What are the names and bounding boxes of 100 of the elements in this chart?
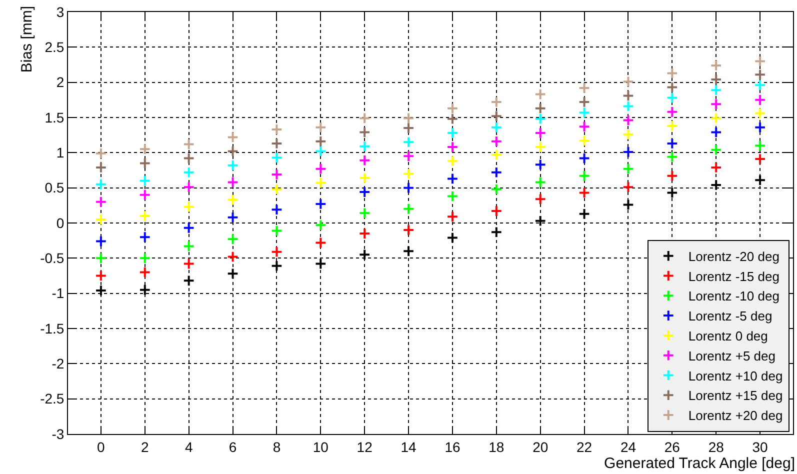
point <box>226 268 239 280</box>
point <box>578 134 590 147</box>
point <box>754 121 766 134</box>
point <box>95 147 107 160</box>
legend-label: Lorentz +10 deg <box>688 368 783 384</box>
x-tick-label: 28 <box>708 438 724 455</box>
point <box>710 74 722 86</box>
y-tick-label: -1 <box>52 285 64 302</box>
point <box>710 60 722 72</box>
legend-label: Lorentz +15 deg <box>688 388 783 404</box>
point <box>578 120 590 133</box>
point <box>622 162 634 175</box>
point <box>314 162 327 175</box>
point <box>622 90 634 102</box>
point <box>270 168 283 180</box>
point <box>358 112 370 124</box>
point <box>446 172 458 185</box>
point <box>754 55 766 68</box>
point <box>666 170 678 182</box>
legend-label: Lorentz +5 deg <box>688 348 776 364</box>
point <box>270 138 283 150</box>
point <box>270 260 283 272</box>
point <box>270 152 283 164</box>
x-tick-label: 14 <box>400 438 417 455</box>
x-tick-label: 2 <box>140 438 149 455</box>
x-tick-label: 6 <box>228 438 237 455</box>
point <box>666 67 678 80</box>
y-tick-label: 0.5 <box>44 180 64 196</box>
point <box>270 246 283 258</box>
point <box>358 186 370 198</box>
point <box>138 188 151 201</box>
point <box>710 162 722 174</box>
point <box>446 102 458 114</box>
point <box>578 152 590 164</box>
point <box>490 205 502 217</box>
point <box>666 120 678 132</box>
y-axis-title: Bias [mm] <box>18 6 36 73</box>
y-tick-label: -0.5 <box>40 250 64 266</box>
point <box>358 207 370 220</box>
point <box>182 181 195 194</box>
point <box>490 166 502 178</box>
point <box>622 181 634 194</box>
point <box>270 183 283 196</box>
y-tick-label: -2.5 <box>40 390 64 407</box>
x-tick-label: 30 <box>752 438 768 455</box>
point <box>138 174 151 187</box>
point <box>710 112 722 124</box>
point <box>95 196 107 208</box>
point <box>402 245 414 258</box>
y-tick-label: 0 <box>56 214 64 231</box>
point <box>314 177 327 189</box>
point <box>578 170 590 182</box>
y-tick-label: 2.5 <box>44 39 64 56</box>
point <box>578 96 590 108</box>
point <box>754 79 766 92</box>
point <box>270 204 283 216</box>
legend-label: Lorentz -5 deg <box>688 308 772 324</box>
point <box>666 186 678 199</box>
point <box>358 228 370 240</box>
y-tick-label: -2 <box>52 356 64 372</box>
y-tick-label: 2 <box>56 74 64 90</box>
point <box>226 233 239 246</box>
point <box>710 84 722 96</box>
point <box>534 214 546 227</box>
x-tick-label: 10 <box>312 438 329 455</box>
point <box>314 236 327 249</box>
point <box>226 131 239 144</box>
point <box>490 226 502 238</box>
x-tick-label: 8 <box>272 438 281 455</box>
point <box>578 82 590 94</box>
point <box>534 127 546 139</box>
x-tick-label: 22 <box>576 438 592 455</box>
point <box>534 102 546 114</box>
point <box>490 136 502 148</box>
point <box>226 194 239 206</box>
point <box>138 252 151 264</box>
point <box>270 124 283 136</box>
y-tick-label: -3 <box>52 426 64 442</box>
y-tick-label: 3 <box>56 4 64 20</box>
point <box>95 162 107 174</box>
point <box>226 145 239 158</box>
point <box>446 232 458 244</box>
point <box>182 138 195 150</box>
x-tick-label: 0 <box>97 438 106 455</box>
point <box>402 203 414 215</box>
x-tick-label: 4 <box>184 438 193 455</box>
point <box>402 136 414 148</box>
point <box>446 141 458 153</box>
x-axis-title: Generated Track Angle [deg] <box>604 454 795 472</box>
point <box>710 126 722 138</box>
point <box>578 208 590 220</box>
point <box>446 113 458 125</box>
point <box>95 284 107 296</box>
point <box>490 183 502 196</box>
point <box>314 136 327 148</box>
x-tick-label: 16 <box>444 438 460 455</box>
point <box>182 166 195 178</box>
point <box>666 106 678 118</box>
point <box>490 110 502 122</box>
point <box>95 235 107 248</box>
